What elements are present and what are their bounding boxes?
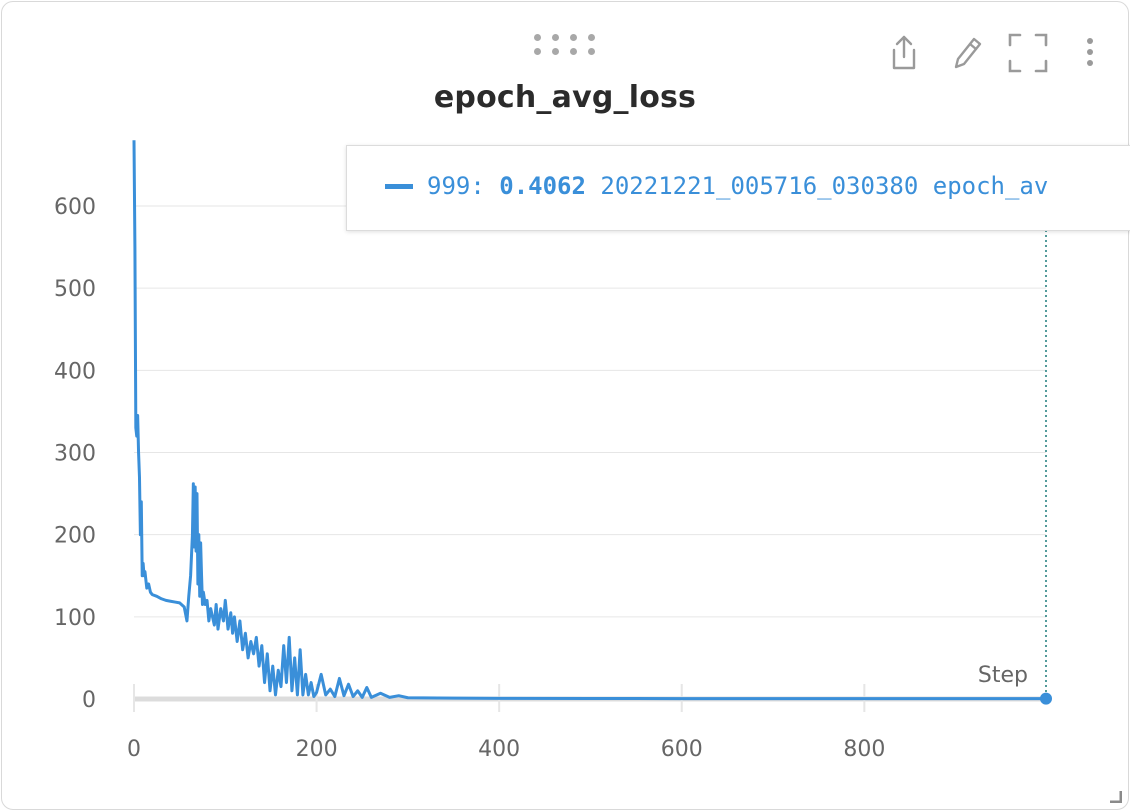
- x-axis-label: Step: [978, 663, 1028, 688]
- x-axis-ticks: 0 200 400 600 800: [127, 684, 885, 762]
- chart-title: epoch_avg_loss: [433, 80, 697, 115]
- x-tick-label: 800: [843, 737, 885, 762]
- y-tick-label: 0: [82, 688, 96, 713]
- tooltip-text: 999: 0.4062 20221221_005716_030380 epoch…: [427, 172, 1048, 200]
- y-tick-label: 600: [54, 195, 96, 220]
- highlighted-point: [1040, 692, 1052, 705]
- resize-handle-icon[interactable]: [1108, 789, 1123, 804]
- y-tick-label: 300: [54, 442, 96, 467]
- series-group: [132, 140, 1047, 701]
- edit-icon[interactable]: [949, 33, 985, 73]
- tooltip-step: 999:: [427, 172, 485, 200]
- x-tick-label: 600: [661, 737, 703, 762]
- more-vertical-icon[interactable]: [1078, 33, 1102, 73]
- x-tick-label: 0: [127, 737, 141, 762]
- series-line: [132, 140, 1047, 701]
- download-icon[interactable]: [886, 33, 922, 73]
- y-tick-label: 400: [54, 359, 96, 384]
- hover-crosshair: [1040, 145, 1052, 705]
- series-swatch: [385, 184, 413, 189]
- grid-lines: [134, 205, 1046, 618]
- x-tick-label: 200: [296, 737, 338, 762]
- drag-handle-icon[interactable]: [534, 32, 598, 56]
- x-tick-label: 400: [478, 737, 520, 762]
- y-tick-label: 100: [54, 606, 96, 631]
- y-tick-label: 200: [54, 524, 96, 549]
- hover-tooltip: 999: 0.4062 20221221_005716_030380 epoch…: [346, 145, 1130, 231]
- tooltip-run-name: 20221221_005716_030380 epoch_av: [600, 172, 1049, 200]
- tooltip-value: 0.4062: [499, 172, 586, 200]
- fullscreen-icon[interactable]: [1008, 33, 1048, 73]
- y-axis: 0 100 200 300 400 500 600: [54, 195, 96, 713]
- y-tick-label: 500: [54, 277, 96, 302]
